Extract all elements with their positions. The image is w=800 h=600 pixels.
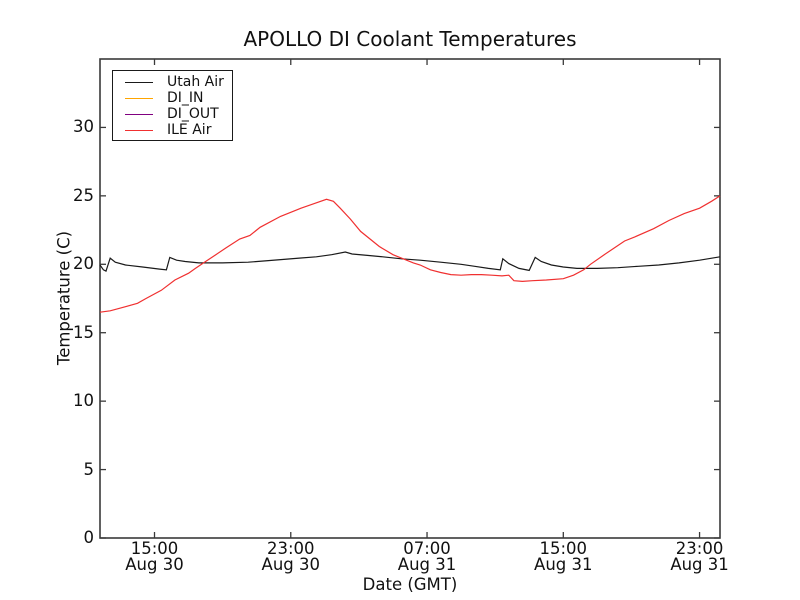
series-line-ile-air — [99, 195, 721, 313]
legend-item-di-out: DI_OUT — [113, 106, 232, 122]
x-tick-label-3: 07:00 Aug 31 — [382, 541, 472, 572]
x-tick-time: 07:00 — [403, 539, 451, 558]
x-tick-date: Aug 31 — [670, 554, 729, 574]
legend-label: DI_IN — [167, 89, 204, 106]
x-tick-date: Aug 31 — [397, 554, 457, 574]
legend-item-di-in: DI_IN — [113, 90, 232, 106]
x-tick-time: 23:00 — [675, 539, 724, 558]
x-tick-time: 23:00 — [266, 539, 315, 558]
y-axis-label: Temperature (C) — [54, 230, 74, 366]
x-tick-date: Aug 31 — [534, 554, 593, 574]
x-tick-label-1: 15:00 Aug 30 — [110, 541, 200, 572]
legend-label: DI_OUT — [167, 105, 219, 122]
y-tick-label-30: 30 — [73, 117, 94, 137]
series-line-utah-air — [99, 251, 721, 272]
x-tick-label-4: 15:00 Aug 31 — [518, 541, 608, 572]
y-tick-label-25: 25 — [73, 185, 94, 205]
legend: Utah Air DI_IN DI_OUT ILE Air — [112, 70, 233, 141]
x-tick-label-2: 23:00 Aug 30 — [246, 541, 336, 572]
x-tick-date: Aug 30 — [125, 554, 184, 574]
y-tick-label-5: 5 — [83, 459, 95, 479]
y-tick-label-0: 0 — [83, 528, 95, 547]
y-tick-label-10: 10 — [73, 391, 94, 411]
legend-line-sample-ile-air — [125, 130, 153, 132]
plot-border — [99, 58, 721, 539]
chart-title: APOLLO DI Coolant Temperatures — [243, 27, 577, 51]
legend-line-sample-utah-air — [125, 81, 153, 83]
x-axis-label: Date (GMT) — [362, 575, 458, 594]
legend-line-sample-di-in — [125, 97, 153, 99]
legend-label: Utah Air — [167, 73, 224, 90]
legend-label: ILE Air — [167, 122, 212, 139]
plot-series-lines — [99, 195, 721, 313]
legend-item-ile-air: ILE Air — [113, 123, 232, 139]
axis-tick-marks — [100, 59, 720, 539]
x-tick-time: 15:00 — [130, 539, 179, 558]
x-tick-label-5: 23:00 Aug 31 — [655, 541, 745, 572]
legend-item-utah-air: Utah Air — [113, 74, 232, 90]
x-tick-time: 15:00 — [539, 539, 588, 558]
legend-line-sample-di-out — [125, 113, 153, 115]
y-tick-label-15: 15 — [73, 322, 94, 342]
x-tick-date: Aug 30 — [261, 554, 320, 574]
y-tick-label-20: 20 — [73, 254, 94, 274]
